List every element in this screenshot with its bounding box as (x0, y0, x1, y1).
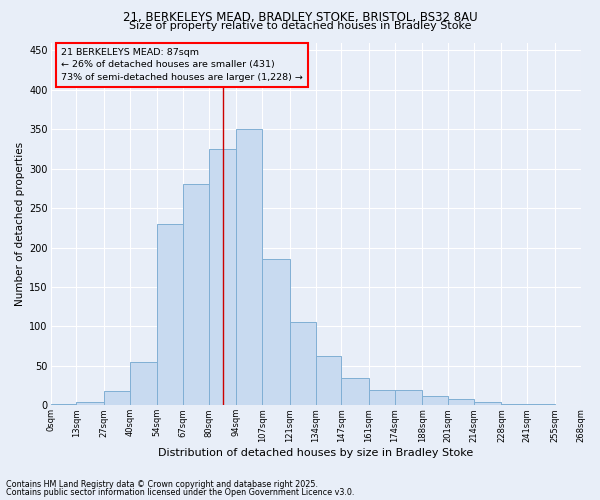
Text: 21, BERKELEYS MEAD, BRADLEY STOKE, BRISTOL, BS32 8AU: 21, BERKELEYS MEAD, BRADLEY STOKE, BRIST… (122, 11, 478, 24)
Bar (130, 362, 157, 406)
Bar (290, 322, 316, 406)
Bar (104, 391, 130, 406)
Bar (209, 149, 236, 406)
Text: Contains HM Land Registry data © Crown copyright and database right 2025.: Contains HM Land Registry data © Crown c… (6, 480, 318, 489)
Bar (555, 404, 580, 406)
Bar (369, 390, 395, 406)
Bar (76, 402, 104, 406)
Bar (183, 184, 209, 406)
Bar (262, 260, 290, 406)
Bar (50, 404, 76, 406)
Y-axis label: Number of detached properties: Number of detached properties (15, 142, 25, 306)
Bar (395, 390, 422, 406)
Bar (422, 396, 448, 406)
Bar (316, 356, 341, 406)
Bar (502, 404, 527, 406)
X-axis label: Distribution of detached houses by size in Bradley Stoke: Distribution of detached houses by size … (158, 448, 473, 458)
Bar (527, 404, 555, 406)
Text: 21 BERKELEYS MEAD: 87sqm
← 26% of detached houses are smaller (431)
73% of semi-: 21 BERKELEYS MEAD: 87sqm ← 26% of detach… (61, 48, 303, 82)
Bar (448, 399, 474, 406)
Bar (236, 130, 262, 406)
Bar (157, 224, 183, 406)
Text: Size of property relative to detached houses in Bradley Stoke: Size of property relative to detached ho… (129, 21, 471, 31)
Text: Contains public sector information licensed under the Open Government Licence v3: Contains public sector information licen… (6, 488, 355, 497)
Bar (474, 402, 502, 406)
Bar (341, 378, 369, 406)
